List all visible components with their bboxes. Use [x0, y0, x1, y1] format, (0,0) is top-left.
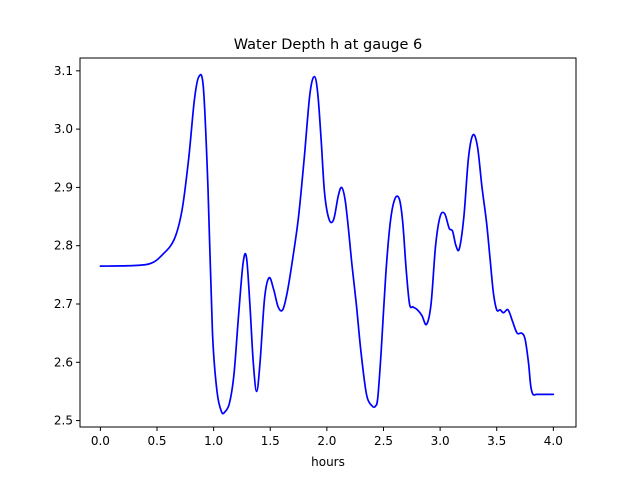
x-axis-label: hours	[311, 455, 345, 469]
x-tick-label: 2.5	[374, 434, 393, 448]
x-tick-label: 3.5	[487, 434, 506, 448]
y-tick-label: 3.0	[54, 122, 73, 136]
x-tick-label: 0.0	[91, 434, 110, 448]
y-tick-label: 2.8	[54, 239, 73, 253]
chart-title: Water Depth h at gauge 6	[234, 37, 422, 53]
series-line	[99, 73, 555, 415]
x-tick-label: 0.5	[147, 434, 166, 448]
plot-background	[80, 58, 576, 427]
x-axis-ticks: 0.0 0.5 1.0 1.5 2.0 2.5 3.0 3.5 4.0	[91, 427, 563, 448]
x-tick-label: 1.5	[261, 434, 280, 448]
x-tick-label: 1.0	[204, 434, 223, 448]
x-tick-label: 2.0	[317, 434, 336, 448]
y-tick-label: 3.1	[54, 64, 73, 78]
x-tick-label: 3.0	[431, 434, 450, 448]
y-tick-label: 2.9	[54, 180, 73, 194]
y-axis-ticks: 2.5 2.6 2.7 2.8 2.9 3.0 3.1	[54, 64, 80, 428]
series-layer	[99, 73, 555, 415]
plot-frame	[79, 57, 577, 428]
y-tick-label: 2.7	[54, 297, 73, 311]
plot-area	[79, 57, 577, 428]
x-tick-label: 4.0	[544, 434, 563, 448]
y-tick-label: 2.6	[54, 355, 73, 369]
y-tick-label: 2.5	[54, 414, 73, 428]
